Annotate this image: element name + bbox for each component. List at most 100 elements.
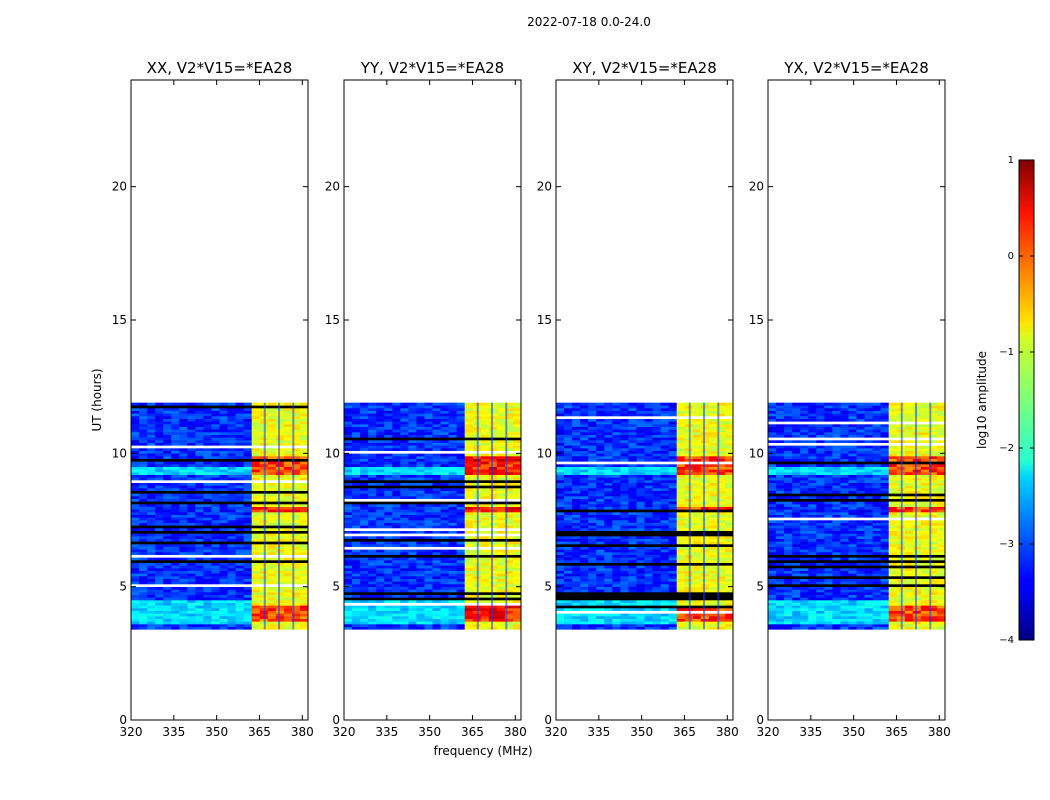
heatmap-cell	[776, 624, 785, 627]
heatmap-cell	[580, 474, 589, 478]
heatmap-cell	[564, 512, 573, 515]
heatmap-cell	[488, 600, 498, 603]
heatmap-cell	[171, 509, 180, 513]
heatmap-cell	[668, 474, 678, 478]
heatmap-cell	[660, 586, 670, 590]
heatmap-cell	[612, 589, 621, 593]
heatmap-cell	[299, 536, 309, 539]
heatmap-cell	[692, 424, 702, 427]
heatmap-cell	[219, 413, 228, 417]
heatmap-cell	[692, 570, 702, 574]
heatmap-cell	[572, 421, 581, 425]
heatmap-cell	[219, 570, 228, 574]
heatmap-cell	[588, 616, 597, 619]
heatmap-cell	[392, 605, 401, 609]
heatmap-cell	[155, 520, 164, 523]
heatmap-cell	[512, 469, 522, 473]
heatmap-cell	[700, 570, 710, 574]
heatmap-cell	[251, 610, 261, 614]
heatmap-cell	[480, 509, 490, 513]
heatmap-cell	[275, 581, 285, 585]
heatmap-cell	[243, 570, 253, 574]
heatmap-cell	[211, 562, 220, 566]
heatmap-cell	[195, 514, 204, 518]
heatmap-cell	[480, 488, 490, 491]
heatmap-cell	[564, 573, 573, 577]
heatmap-cell	[179, 610, 188, 614]
heatmap-cell	[636, 589, 645, 593]
heatmap-cell	[668, 464, 678, 467]
heatmap-cell	[708, 496, 718, 499]
heatmap-cell	[155, 477, 164, 481]
heatmap-cell	[219, 410, 228, 414]
heatmap-cell	[644, 410, 653, 414]
heatmap-cell	[464, 440, 474, 443]
heatmap-cell	[652, 442, 661, 446]
heatmap-cell	[636, 405, 645, 409]
heatmap-cell	[700, 458, 710, 462]
heatmap-cell	[700, 474, 710, 478]
heatmap-cell	[556, 488, 565, 491]
heatmap-cell	[408, 578, 417, 582]
heatmap-cell	[724, 453, 734, 457]
heatmap-cell	[243, 533, 253, 537]
heatmap-cell	[299, 413, 309, 417]
heatmap-cell	[448, 440, 458, 443]
heatmap-cell	[620, 549, 629, 553]
heatmap-cell	[596, 472, 605, 475]
heatmap-cell	[368, 432, 377, 435]
heatmap-cell	[692, 538, 702, 542]
heatmap-cell	[676, 424, 686, 427]
heatmap-cell	[660, 456, 670, 459]
heatmap-cell	[504, 517, 514, 521]
heatmap-cell	[400, 410, 409, 414]
heatmap-cell	[432, 621, 441, 625]
heatmap-cell	[155, 466, 164, 470]
heatmap-cell	[416, 600, 425, 603]
heatmap-cell	[219, 482, 228, 486]
heatmap-cell	[572, 522, 581, 526]
heatmap-cell	[668, 408, 678, 411]
heatmap-cell	[724, 621, 734, 625]
heatmap-cell	[424, 416, 433, 419]
heatmap-cell	[652, 490, 661, 494]
heatmap-cell	[668, 573, 678, 577]
heatmap-cell	[424, 432, 433, 435]
heatmap-cell	[360, 581, 369, 585]
heatmap-cell	[456, 557, 466, 561]
heatmap-cell	[171, 496, 180, 499]
heatmap-cell	[652, 437, 661, 441]
heatmap-cell	[448, 616, 458, 619]
heatmap-cell	[448, 445, 458, 449]
heatmap-cell	[163, 506, 172, 510]
heatmap-cell	[235, 517, 245, 521]
heatmap-cell	[424, 458, 433, 462]
heatmap-cell	[416, 421, 425, 425]
heatmap-cell	[384, 613, 393, 617]
heatmap-cell	[580, 421, 589, 425]
heatmap-cell	[400, 618, 409, 622]
heatmap-cell	[464, 626, 474, 630]
heatmap-cell	[456, 610, 466, 614]
heatmap-cell	[488, 584, 498, 587]
heatmap-cell	[291, 506, 301, 510]
heatmap-cell	[376, 424, 385, 427]
heatmap-cell	[408, 549, 417, 553]
heatmap-cell	[368, 557, 377, 561]
heatmap-cell	[448, 520, 458, 523]
heatmap-cell	[187, 557, 196, 561]
heatmap-cell	[504, 493, 514, 497]
heatmap-cell	[416, 464, 425, 467]
heatmap-cell	[147, 520, 156, 523]
heatmap-cell	[131, 418, 140, 422]
heatmap-cell	[408, 504, 417, 507]
heatmap-cell	[572, 480, 581, 483]
heatmap-cell	[440, 525, 449, 529]
heatmap-cell	[283, 565, 293, 569]
heatmap-cell	[275, 538, 285, 542]
heatmap-cell	[480, 421, 490, 425]
heatmap-cell	[636, 552, 645, 555]
heatmap-cell	[171, 562, 180, 566]
heatmap-cell	[163, 514, 172, 518]
heatmap-cell	[644, 565, 653, 569]
